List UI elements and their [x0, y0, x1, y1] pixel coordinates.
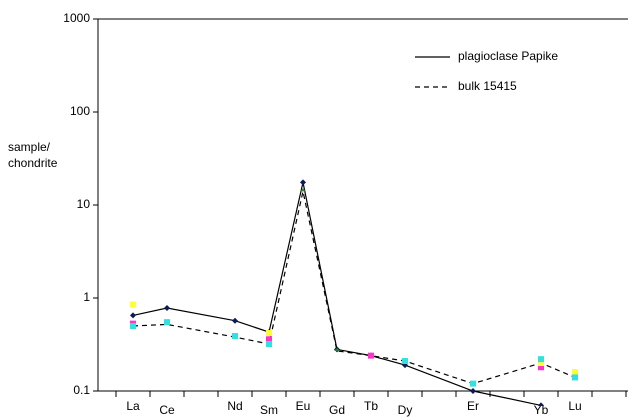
marker — [130, 301, 136, 308]
marker — [130, 312, 136, 319]
marker — [538, 364, 544, 371]
series-line — [132, 191, 576, 385]
marker — [470, 380, 476, 387]
x-tick-label: Sm — [260, 403, 278, 417]
legend-label: bulk 15415 — [458, 79, 517, 93]
y-tick-label: 1000 — [63, 11, 90, 25]
marker — [470, 388, 476, 394]
x-tick-label: Ce — [159, 403, 175, 417]
marker — [334, 347, 340, 351]
x-tick-label: Nd — [227, 399, 242, 413]
marker — [572, 369, 578, 376]
marker — [232, 333, 238, 340]
marker — [266, 336, 272, 343]
marker — [368, 352, 374, 359]
x-tick-label: La — [126, 399, 140, 413]
x-tick-label: Gd — [329, 403, 345, 417]
marker — [538, 356, 544, 363]
y-tick-label: 1 — [83, 290, 90, 304]
plot-area — [130, 179, 578, 406]
marker — [538, 402, 544, 406]
marker — [300, 179, 306, 186]
legend-label: plagioclase Papike — [458, 49, 558, 63]
marker — [164, 305, 170, 312]
marker — [538, 360, 544, 367]
x-tick-label: Yb — [534, 403, 549, 417]
marker — [572, 374, 578, 381]
marker — [266, 341, 272, 348]
x-tick-label: Lu — [568, 399, 581, 413]
y-axis-label: chondrite — [8, 156, 58, 170]
marker — [402, 358, 408, 365]
x-tick-label: Eu — [296, 399, 311, 413]
series-line — [132, 182, 542, 406]
x-tick-label: Dy — [398, 403, 413, 417]
y-tick-label: 10 — [77, 197, 91, 211]
x-tick-label: Tb — [364, 399, 378, 413]
y-axis-label: sample/ — [8, 140, 51, 154]
y-tick-label: 0.1 — [73, 383, 90, 397]
marker — [164, 319, 170, 326]
y-tick-label: 100 — [70, 104, 90, 118]
marker — [300, 188, 306, 192]
marker — [266, 330, 272, 337]
marker — [130, 322, 136, 329]
marker — [232, 317, 238, 324]
x-tick-label: Er — [467, 399, 479, 413]
